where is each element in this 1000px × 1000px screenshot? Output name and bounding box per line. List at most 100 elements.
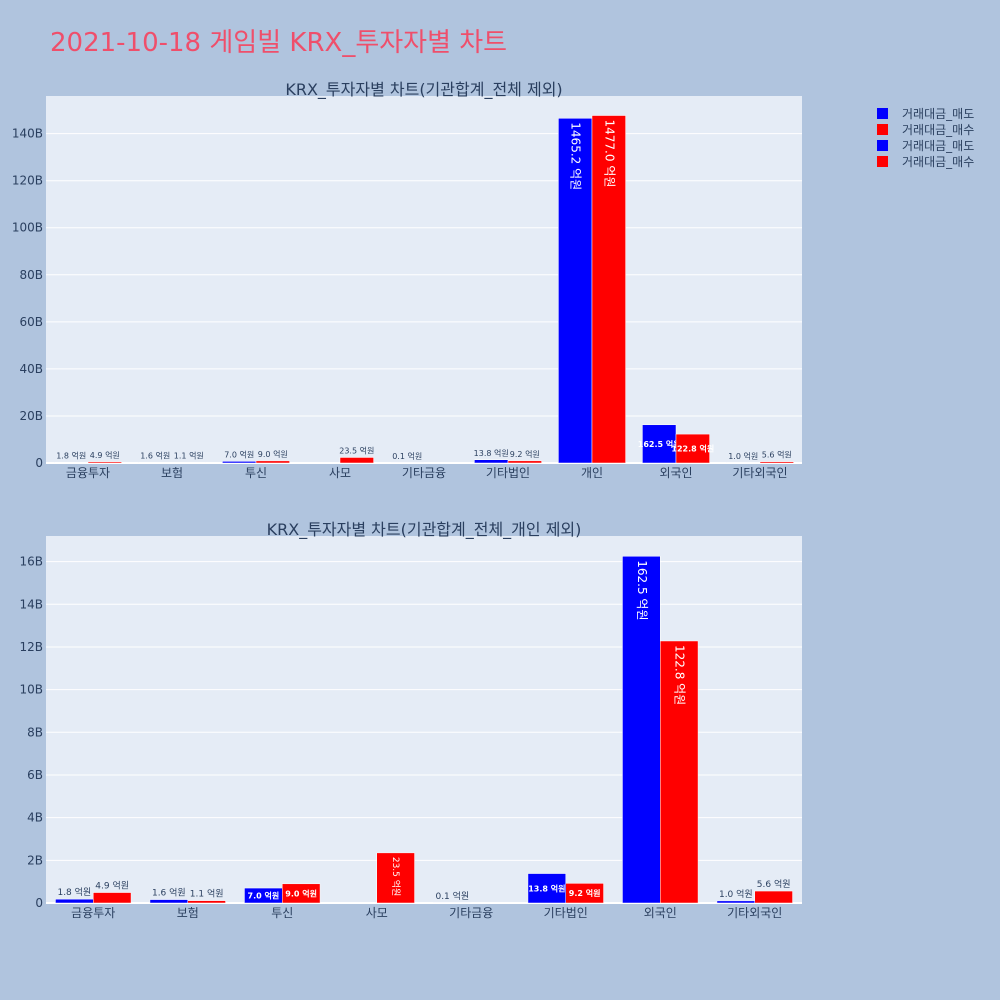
- y-tick-label: 20B: [19, 409, 43, 423]
- bar: [507, 460, 542, 464]
- data-label: 23.5 억원: [339, 445, 374, 455]
- y-tick-label: 80B: [19, 268, 43, 282]
- x-tick-label: 기타금융: [449, 906, 493, 920]
- x-tick-label: 기타법인: [544, 906, 588, 920]
- data-label: 9.2 억원: [569, 888, 601, 898]
- data-label: 9.0 억원: [285, 888, 317, 898]
- bar: [55, 898, 94, 904]
- data-label: 13.8 억원: [528, 883, 565, 893]
- data-label: 4.9 억원: [90, 450, 120, 460]
- y-tick-label: 40B: [19, 362, 43, 376]
- bar: [660, 640, 699, 904]
- plot-area: [46, 96, 802, 463]
- x-tick-label: 개인: [581, 466, 603, 480]
- x-tick-label: 투신: [271, 906, 293, 920]
- data-label: 162.5 억원: [635, 560, 649, 620]
- legend-swatch: [877, 124, 888, 135]
- data-label: 7.0 억원: [224, 449, 254, 459]
- x-tick-label: 기타법인: [486, 466, 530, 480]
- data-label: 1.1 억원: [174, 451, 204, 461]
- x-tick-label: 금융투자: [66, 466, 110, 480]
- y-tick-label: 120B: [12, 174, 43, 188]
- y-tick-label: 0: [35, 456, 43, 470]
- bar: [716, 900, 756, 904]
- bar: [149, 899, 188, 904]
- legend-label: 거래대금_매도: [902, 139, 974, 153]
- data-label: 9.0 억원: [258, 449, 288, 459]
- bar: [255, 460, 290, 464]
- bar: [759, 461, 794, 464]
- bar: [558, 118, 593, 464]
- bar: [474, 459, 509, 464]
- data-label: 1.0 억원: [728, 451, 758, 461]
- data-label: 1.1 억원: [190, 888, 224, 900]
- chart-title: KRX_투자자별 차트(기관합계_전체 제외): [285, 80, 562, 100]
- x-tick-label: 사모: [329, 466, 351, 480]
- chart-2: 0 2B 4B 6B 8B 10B 12B 14B 16B KRX_투자자별 차트(기관합계_전체…: [19, 520, 802, 920]
- y-tick-label: 100B: [12, 221, 43, 235]
- y-tick-label: 10B: [19, 683, 43, 697]
- data-label: 5.6 억원: [757, 878, 791, 890]
- y-tick-label: 0: [35, 896, 43, 910]
- legend-label: 거래대금_매도: [902, 107, 974, 121]
- y-tick-label: 6B: [27, 768, 43, 782]
- data-label: 162.5 억원: [638, 439, 681, 449]
- bar: [282, 883, 321, 904]
- x-tick-label: 기타외국인: [727, 906, 782, 920]
- x-tick-label: 외국인: [644, 906, 677, 920]
- data-label: 1.8 억원: [56, 451, 86, 461]
- x-tick-label: 금융투자: [71, 906, 115, 920]
- chart-title: KRX_투자자별 차트(기관합계_전체_개인 제외): [267, 520, 582, 540]
- x-tick-label: 투신: [245, 466, 267, 480]
- y-tick-label: 2B: [27, 853, 43, 867]
- x-tick-label: 기타금융: [402, 466, 446, 480]
- data-label: 1465.2 억원: [569, 122, 583, 190]
- bar: [622, 556, 661, 904]
- data-label: 13.8 억원: [474, 448, 509, 458]
- legend-swatch: [877, 140, 888, 151]
- bar: [591, 115, 626, 464]
- chart-1: 0 20B 40B 60B 80B 100B 120B 140B KRX_투자자별 차트(기관합…: [12, 80, 802, 480]
- data-label: 122.8 억원: [671, 444, 714, 454]
- bar: [565, 883, 604, 904]
- x-tick-label: 사모: [366, 906, 388, 920]
- legend-swatch: [877, 156, 888, 167]
- data-label: 4.9 억원: [95, 880, 129, 892]
- y-tick-label: 140B: [12, 127, 43, 141]
- y-tick-label: 14B: [19, 597, 43, 611]
- bar: [527, 873, 567, 904]
- bar: [187, 900, 226, 904]
- data-label: 9.2 억원: [510, 449, 540, 459]
- x-tick-label: 외국인: [659, 466, 692, 480]
- y-tick-label: 60B: [19, 315, 43, 329]
- y-tick-label: 8B: [27, 725, 43, 739]
- y-tick-label: 16B: [19, 555, 43, 569]
- legend-label: 거래대금_매수: [902, 123, 974, 137]
- x-tick-label: 기타외국인: [732, 466, 787, 480]
- bar: [93, 892, 132, 904]
- data-label: 23.5 억원: [390, 857, 402, 896]
- data-label: 0.1 억원: [435, 890, 469, 902]
- bar: [339, 457, 374, 464]
- data-label: 7.0 억원: [248, 891, 280, 901]
- x-tick-label: 보험: [177, 906, 199, 920]
- data-label: 1.6 억원: [140, 451, 170, 461]
- page-title: 2021-10-18 게임빌 KRX_투자자별 차트: [50, 28, 508, 58]
- data-label: 1.6 억원: [152, 887, 186, 899]
- bar: [87, 461, 122, 464]
- bar: [675, 433, 710, 464]
- bar: [754, 890, 793, 904]
- bar: [376, 852, 415, 904]
- legend-label: 거래대금_매수: [902, 155, 974, 169]
- bar: [222, 461, 257, 464]
- data-label: 5.6 억원: [762, 450, 792, 460]
- y-tick-label: 12B: [19, 640, 43, 654]
- data-label: 1477.0 억원: [602, 120, 616, 188]
- data-label: 0.1 억원: [392, 451, 422, 461]
- data-label: 122.8 억원: [673, 645, 687, 705]
- legend-swatch: [877, 108, 888, 119]
- y-tick-label: 4B: [27, 811, 43, 825]
- data-label: 1.0 억원: [719, 888, 753, 900]
